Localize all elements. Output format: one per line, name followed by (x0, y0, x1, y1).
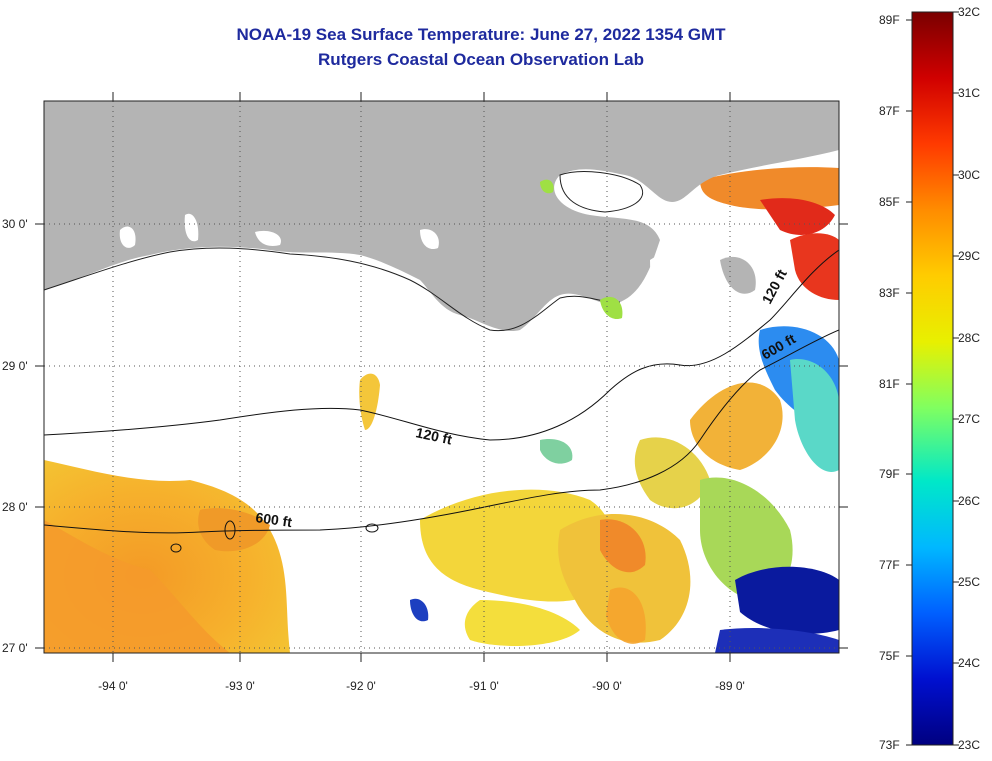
land-layer (44, 101, 839, 367)
land-louisiana-texas (44, 101, 839, 332)
x-tick-label: -92 0' (346, 679, 376, 693)
colorbar-f-label: 79F (879, 467, 900, 481)
x-tick-label: -93 0' (225, 679, 255, 693)
colorbar-c-label: 26C (958, 494, 980, 508)
colorbar-c-label: 32C (958, 5, 980, 19)
sst-patch-blue (410, 598, 429, 622)
sst-patch-green (540, 439, 573, 464)
colorbar-c-label: 24C (958, 656, 980, 670)
contour-120ft (44, 249, 839, 441)
y-tick-label: 27 0' (2, 641, 28, 655)
colorbar-c-label: 28C (958, 331, 980, 345)
colorbar-f-label: 89F (879, 13, 900, 27)
lake-pontchartrain (560, 171, 643, 212)
map-subtitle: Rutgers Coastal Ocean Observation Lab (318, 50, 644, 69)
sst-cold-eddy (735, 566, 839, 634)
sst-cyan-shelf (790, 359, 839, 472)
sst-data-layer (44, 167, 839, 653)
colorbar (911, 11, 954, 746)
plot-frame (43, 100, 840, 654)
colorbar-f-label: 83F (879, 286, 900, 300)
sst-cold-south (715, 628, 839, 653)
sst-orange-patch (600, 519, 646, 573)
colorbar-c-label: 23C (958, 738, 980, 752)
bank-contour-2 (170, 543, 182, 553)
contour-label-120ft: 120 ft (414, 424, 453, 447)
colorbar-f-label: 85F (879, 195, 900, 209)
y-tick-label: 28 0' (2, 500, 28, 514)
colorbar-ticks (906, 11, 959, 746)
calcasieu-lake (255, 230, 281, 246)
colorbar-c-label: 30C (958, 168, 980, 182)
sst-orange-northeast (700, 167, 839, 210)
sst-hot-core-west (44, 520, 230, 653)
colorbar-f-label: 87F (879, 104, 900, 118)
sst-yellow-east (558, 513, 691, 643)
sst-orange-streak (606, 587, 646, 644)
sst-patch-92 (359, 373, 380, 430)
contours-layer (44, 249, 839, 553)
sst-red-northeast (760, 198, 835, 235)
sst-yellow-green (634, 437, 710, 509)
contour-label-600ft: 600 ft (255, 509, 294, 530)
white-lake (420, 229, 439, 250)
bank-contour-1 (224, 520, 236, 540)
sst-patch-93 (198, 508, 270, 552)
sst-patch-coastal-green (600, 296, 623, 320)
x-tick-label: -90 0' (592, 679, 622, 693)
x-tick-label: -89 0' (715, 679, 745, 693)
colorbar-c-label: 27C (958, 412, 980, 426)
sst-orange-mississippi (690, 382, 783, 470)
sst-patch-lake-green (540, 179, 554, 194)
contour-600ft (44, 329, 839, 534)
tick-marks (35, 92, 848, 662)
sabine-lake (119, 226, 136, 248)
map-title: NOAA-19 Sea Surface Temperature: June 27… (236, 25, 726, 44)
y-tick-label: 30 0' (2, 217, 28, 231)
colorbar-c-label: 31C (958, 86, 980, 100)
colorbar-f-label: 81F (879, 377, 900, 391)
x-tick-label: -94 0' (98, 679, 128, 693)
grid-lines (44, 101, 839, 653)
y-tick-label: 29 0' (2, 359, 28, 373)
delta-island (720, 256, 756, 294)
sst-yellow-south (464, 600, 580, 646)
colorbar-f-label: 73F (879, 738, 900, 752)
colorbar-f-label: 75F (879, 649, 900, 663)
colorbar-f-label: 77F (879, 558, 900, 572)
bank-contour-3 (365, 523, 379, 533)
grand-lake (184, 213, 199, 242)
colorbar-c-label: 29C (958, 249, 980, 263)
x-tick-label: -91 0' (469, 679, 499, 693)
colorbar-c-label: 25C (958, 575, 980, 589)
